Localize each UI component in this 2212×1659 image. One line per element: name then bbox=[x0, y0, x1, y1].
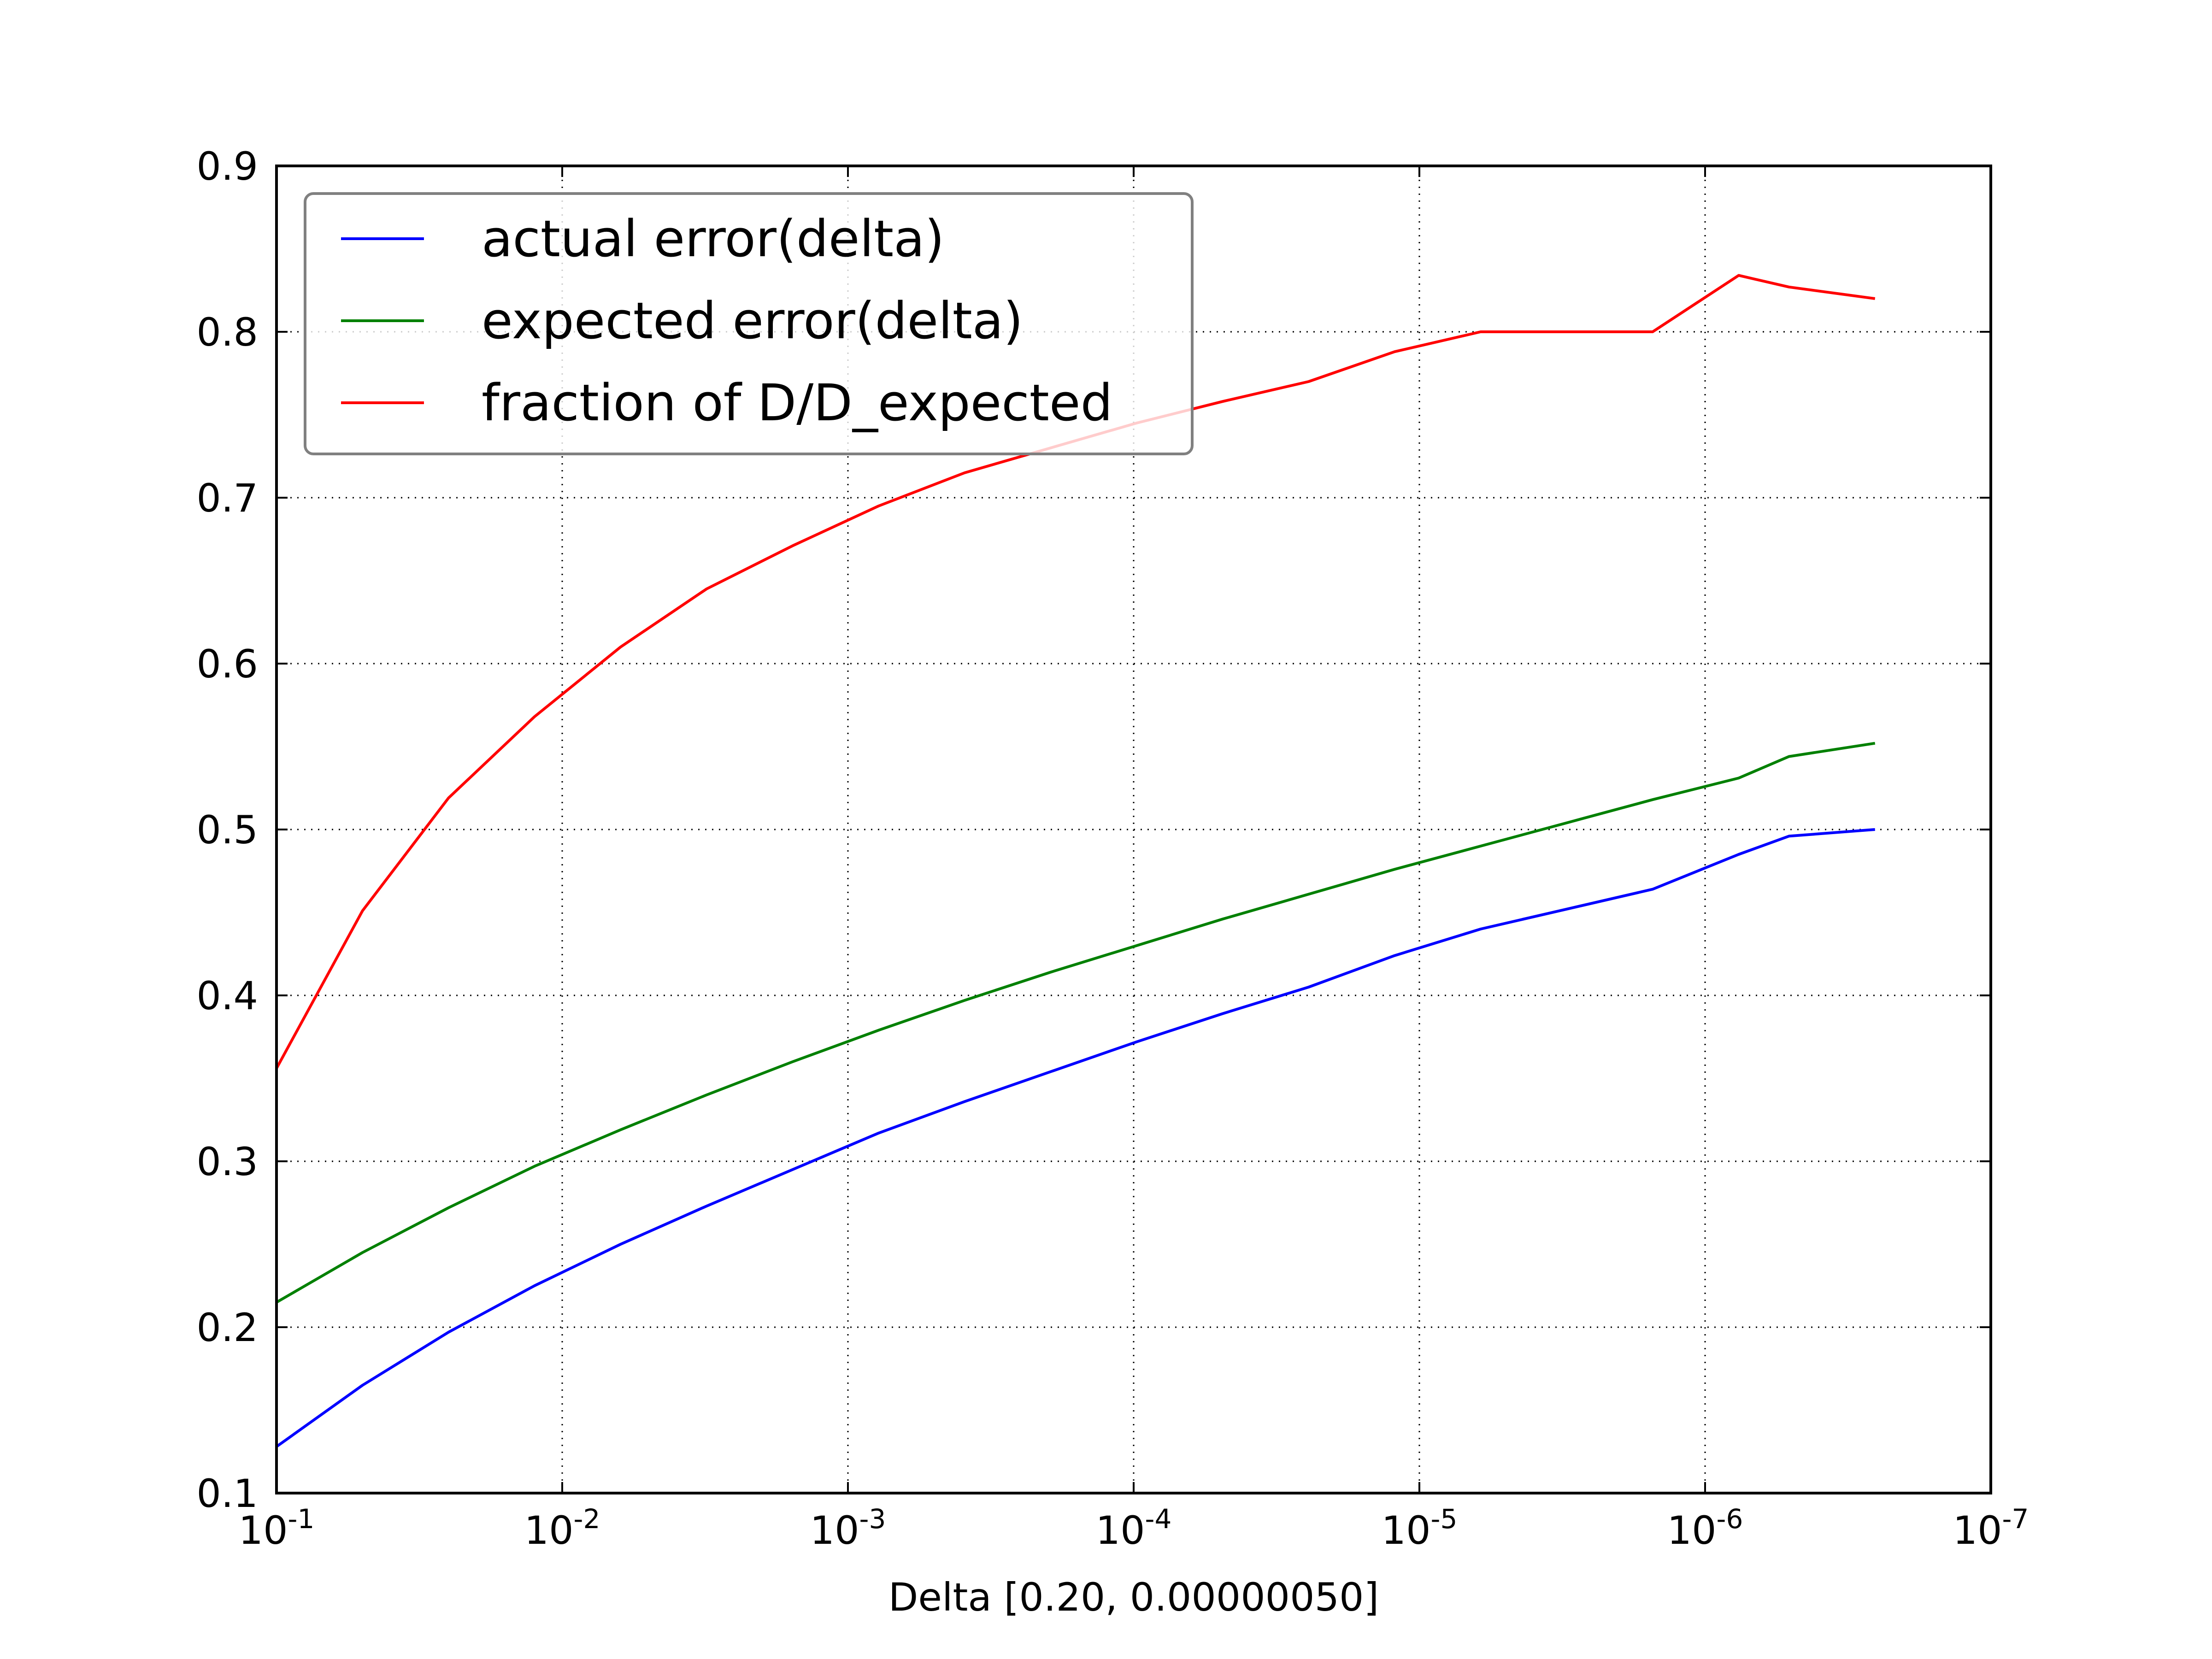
x-tick-label: 10-4 bbox=[1096, 1503, 1172, 1553]
legend-box bbox=[304, 192, 1194, 455]
y-tick-label: 0.9 bbox=[196, 144, 258, 189]
x-axis-label: Delta [0.20, 0.00000050] bbox=[888, 1575, 1379, 1620]
y-tick-label: 0.7 bbox=[196, 476, 258, 521]
y-tick-label: 0.4 bbox=[196, 973, 258, 1018]
x-tick-label: 10-1 bbox=[239, 1503, 315, 1553]
ticks: 10-1 10-2 10-3 10-4 10-5 10-6 10-7 0.1 0.2 0.3 0.4… bbox=[196, 144, 2029, 1553]
series-line-1 bbox=[276, 828, 1875, 1448]
legend-label-1: actual error(delta) bbox=[482, 209, 944, 268]
x-tick-label: 10-3 bbox=[810, 1503, 886, 1553]
x-tick-label: 10-2 bbox=[524, 1503, 600, 1553]
series-line-2 bbox=[276, 741, 1876, 1304]
y-tick-label: 0.6 bbox=[196, 641, 258, 687]
legend: actual error(delta) expected error(delta)… bbox=[304, 192, 1194, 455]
legend-label-3: fraction of D/D_expected bbox=[482, 373, 1112, 432]
y-tick-label: 0.8 bbox=[196, 310, 258, 355]
x-tick-label: 10-6 bbox=[1667, 1503, 1743, 1553]
y-tick-label: 0.5 bbox=[196, 807, 258, 853]
y-tick-label: 0.3 bbox=[196, 1139, 258, 1184]
x-tick-label: 10-7 bbox=[1953, 1503, 2029, 1553]
y-tick-label: 0.2 bbox=[196, 1305, 258, 1350]
y-tick-label: 0.1 bbox=[196, 1471, 258, 1516]
legend-label-2: expected error(delta) bbox=[482, 291, 1023, 350]
x-tick-label: 10-5 bbox=[1382, 1503, 1458, 1553]
